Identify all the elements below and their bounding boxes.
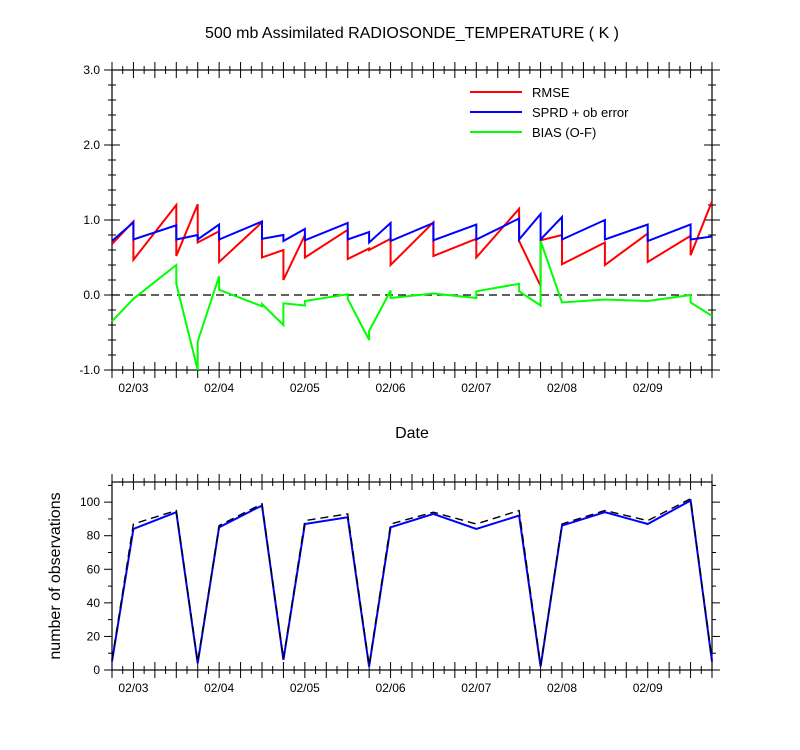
series-line-0 <box>111 200 713 287</box>
chart-title: 500 mb Assimilated RADIOSONDE_TEMPERATUR… <box>205 25 619 42</box>
x-tick-label: 02/03 <box>118 381 148 395</box>
y-tick-label: 3.0 <box>83 63 100 77</box>
legend-label-0: RMSE <box>532 85 570 100</box>
y-tick-label: 60 <box>87 562 101 576</box>
x-tick-label: 02/06 <box>376 381 406 395</box>
x-tick-label: 02/07 <box>461 681 491 695</box>
bottom-chart: 02/03 02/04 02/05 02/06 02/07 02/08 02/09 0 20 40… <box>47 474 720 695</box>
x-tick-label: 02/09 <box>633 681 663 695</box>
series-line-1 <box>111 497 713 666</box>
legend-label-2: BIAS (O-F) <box>532 125 596 140</box>
bottom-chart-axes: 02/03 02/04 02/05 02/06 02/07 02/08 02/09 0 20 40… <box>80 474 720 695</box>
y-tick-label: -1.0 <box>79 363 100 377</box>
y-tick-label: 1.0 <box>83 213 100 227</box>
x-tick-label: 02/05 <box>290 681 320 695</box>
y-tick-label: 80 <box>87 529 101 543</box>
x-tick-label: 02/04 <box>204 381 234 395</box>
y-tick-label: 40 <box>87 596 101 610</box>
x-axis-label: Date <box>395 425 429 442</box>
x-tick-label: 02/05 <box>290 381 320 395</box>
bottom-chart-series <box>111 497 713 667</box>
x-tick-label: 02/08 <box>547 681 577 695</box>
series-line-1 <box>111 211 713 245</box>
x-tick-label: 02/07 <box>461 381 491 395</box>
legend-label-1: SPRD + ob error <box>532 105 629 120</box>
x-tick-label: 02/09 <box>633 381 663 395</box>
x-tick-label: 02/04 <box>204 681 234 695</box>
y-tick-label: 0.0 <box>83 288 100 302</box>
y-tick-label: 2.0 <box>83 138 100 152</box>
x-tick-label: 02/08 <box>547 381 577 395</box>
x-tick-label: 02/03 <box>118 681 148 695</box>
x-tick-label: 02/06 <box>376 681 406 695</box>
y-tick-label: 20 <box>87 629 101 643</box>
top-chart-series <box>111 200 713 371</box>
y-axis-label: number of observations <box>47 492 64 659</box>
y-tick-label: 100 <box>80 495 100 509</box>
y-tick-label: 0 <box>93 663 100 677</box>
top-chart: 500 mb Assimilated RADIOSONDE_TEMPERATUR… <box>79 25 720 442</box>
series-line-0 <box>111 498 713 667</box>
series-line-2 <box>111 240 713 371</box>
legend: RMSE SPRD + ob error BIAS (O-F) <box>470 85 629 140</box>
